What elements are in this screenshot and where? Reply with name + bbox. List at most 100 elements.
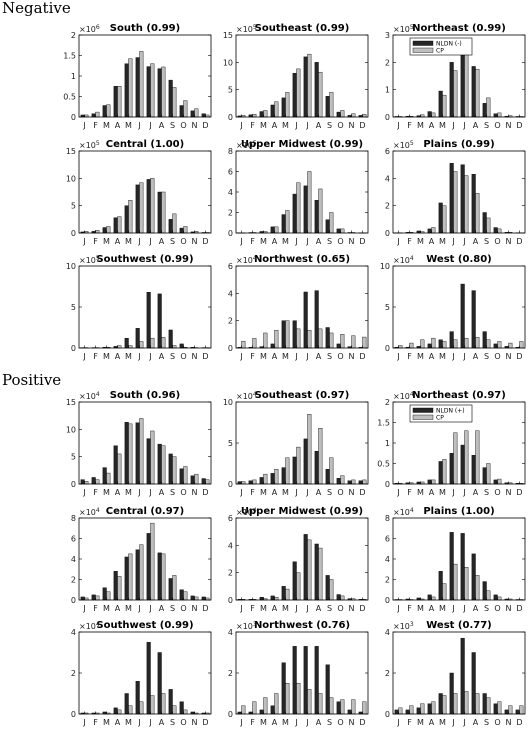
bar-cp (453, 171, 458, 234)
bar-cp (161, 337, 166, 349)
bar-cp (318, 188, 323, 234)
y-tick-label: 5 (385, 303, 390, 312)
axes-box (392, 150, 526, 234)
bar-cp (475, 430, 480, 485)
y-multiplier: ×105 (236, 140, 257, 150)
x-tick-label: N (349, 604, 355, 613)
x-tick-label: J (462, 718, 465, 727)
bar-nldn (135, 549, 140, 601)
x-tick-label: J (148, 488, 151, 497)
x-tick-label: F (250, 352, 255, 361)
bar-nldn (493, 343, 498, 349)
x-tick-label: A (316, 352, 322, 361)
bar-cp (318, 547, 323, 601)
bar-nldn (438, 461, 443, 485)
x-tick-label: S (484, 352, 489, 361)
x-tick-label: N (506, 488, 512, 497)
bar-cp (205, 479, 210, 485)
axes-box (78, 401, 212, 485)
panel-title: South (0.99) (110, 23, 180, 34)
bar-nldn (292, 73, 297, 118)
y-multiplier-base: ×10 (79, 25, 96, 34)
y-tick-label: 2 (228, 569, 233, 578)
bar-nldn (325, 96, 330, 118)
x-tick-label: J (137, 718, 140, 727)
bar-cp (161, 553, 166, 601)
bar-nldn (259, 709, 264, 715)
x-tick-label: J (137, 237, 140, 246)
bar-nldn (427, 343, 432, 349)
bar-cp (183, 466, 188, 485)
bar-cp (172, 456, 177, 485)
bar-nldn (102, 587, 107, 601)
y-tick-label: 1 (385, 86, 390, 95)
bar-cp (318, 693, 323, 715)
bar-cp (285, 320, 290, 349)
panel-title: Northwest (0.65) (254, 254, 350, 265)
bar-cp (296, 68, 301, 118)
bar-cp (95, 595, 100, 601)
x-tick-label: J (239, 121, 242, 130)
x-tick-label: J (294, 604, 297, 613)
bar-nldn (482, 103, 487, 118)
bar-nldn (179, 468, 184, 485)
x-tick-label: D (359, 352, 365, 361)
x-tick-label: S (170, 352, 175, 361)
bar-nldn (179, 701, 184, 715)
x-tick-label: J (451, 604, 454, 613)
legend-label: NLDN (-) (436, 41, 462, 48)
y-tick-label: 0 (385, 344, 390, 353)
bar-cp (106, 104, 111, 118)
y-tick-label: 10 (223, 398, 233, 407)
y-multiplier: ×105 (393, 140, 414, 150)
bar-cp (95, 111, 100, 118)
y-multiplier: ×104 (79, 621, 100, 631)
x-tick-label: J (82, 237, 85, 246)
bar-nldn (482, 331, 487, 349)
x-tick-label: M (103, 121, 110, 130)
bar-nldn (135, 422, 140, 485)
x-tick-label: D (202, 121, 208, 130)
bar-cp (431, 479, 436, 485)
legend-label: NLDN (+) (436, 408, 465, 415)
y-tick-label: 1 (385, 439, 390, 448)
x-tick-label: J (305, 488, 308, 497)
bar-cp (274, 330, 279, 349)
x-tick-label: O (337, 604, 343, 613)
x-tick-label: S (327, 488, 332, 497)
y-multiplier: ×106 (79, 24, 100, 34)
axes-box (392, 401, 526, 485)
y-tick-label: 15 (66, 398, 76, 407)
bar-cp (183, 100, 188, 118)
bar-nldn (314, 543, 319, 601)
x-tick-label: A (115, 604, 121, 613)
x-tick-label: S (327, 237, 332, 246)
y-multiplier-exponent: 4 (96, 391, 100, 398)
bar-nldn (347, 709, 352, 715)
y-multiplier-exponent: 5 (410, 24, 414, 31)
bar-cp (84, 481, 89, 485)
y-tick-label: 4 (228, 541, 233, 550)
x-tick-label: D (359, 604, 365, 613)
bar-nldn (124, 63, 129, 118)
bar-nldn (168, 578, 173, 601)
bar-cp (106, 591, 111, 601)
bar-nldn (91, 113, 96, 118)
y-tick-label: 0 (385, 113, 390, 122)
x-tick-label: N (192, 718, 198, 727)
y-tick-label: 3 (385, 31, 390, 40)
bar-nldn (157, 552, 162, 601)
x-tick-label: M (125, 352, 132, 361)
bar-cp (274, 101, 279, 118)
legend-swatch-nldn (412, 40, 434, 46)
y-multiplier: ×104 (79, 391, 100, 401)
bar-nldn (157, 443, 162, 485)
y-tick-label: 15 (223, 31, 233, 40)
bar-cp (340, 228, 345, 234)
x-tick-label: J (396, 121, 399, 130)
bar-cp (263, 697, 268, 715)
bar-cp (398, 707, 403, 715)
x-tick-label: J (305, 604, 308, 613)
